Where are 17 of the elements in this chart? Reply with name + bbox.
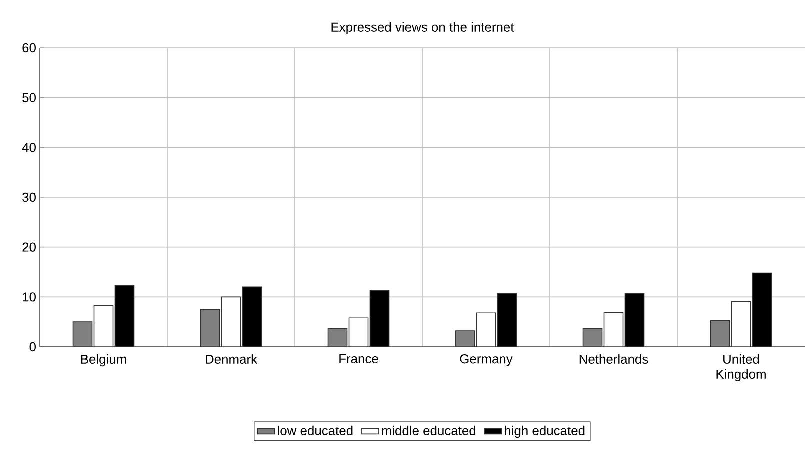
y-tick-label: 60	[22, 43, 36, 53]
legend-label: low educated	[278, 426, 353, 436]
y-tick-label: 50	[22, 93, 36, 102]
y-tick-label: 20	[22, 242, 36, 252]
x-tick-label: Belgium	[81, 354, 126, 367]
y-tick-label: 30	[22, 192, 36, 202]
chart-title: Expressed views on the internet	[332, 22, 514, 34]
legend-label: high educated	[505, 426, 585, 438]
y-tick-label: 0	[30, 342, 36, 352]
y-tick-label: 10	[23, 292, 36, 302]
legend-label: middle educated	[382, 426, 476, 436]
x-tick-label: Germany	[460, 354, 513, 366]
y-tick-label: 40	[22, 143, 36, 152]
x-tick-label: Netherlands	[580, 354, 648, 364]
x-tick-label: United Kingdom	[716, 354, 766, 382]
x-tick-label: Denmark	[206, 354, 258, 364]
x-tick-label: France	[340, 354, 378, 364]
